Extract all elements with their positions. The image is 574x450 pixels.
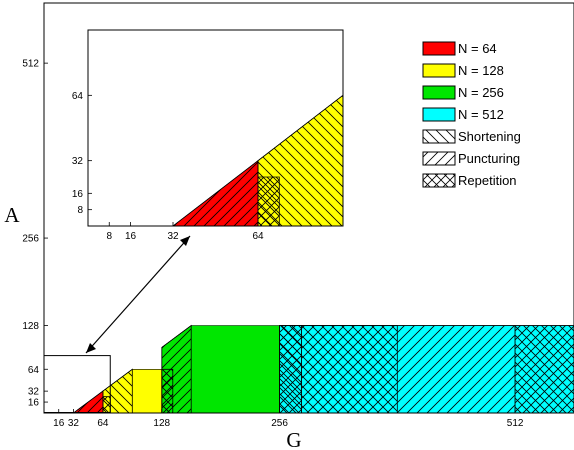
main-x-tick-label-64: 64 xyxy=(97,418,109,429)
legend-swatch-256 xyxy=(422,85,456,100)
inset-y-tick-label-8: 8 xyxy=(77,205,83,216)
main-y-tick-label-512: 512 xyxy=(22,59,39,70)
legend-swatch-repetition xyxy=(422,173,456,188)
legend-swatch-shortening xyxy=(422,129,456,144)
main-y-tick-label-128: 128 xyxy=(22,321,39,332)
inset-pattern-backslash-2 xyxy=(257,94,343,226)
inset-y-tick-label-32: 32 xyxy=(72,156,84,167)
main-x-tick-label-512: 512 xyxy=(507,418,524,429)
legend: N = 64 N = 128 N = 256 N = 512 Shortening Pun… xyxy=(422,41,521,188)
main-pattern-slash-4 xyxy=(161,324,192,413)
main-y-tick-label-16: 16 xyxy=(28,398,40,409)
main-y-tick-label-256: 256 xyxy=(22,234,39,245)
main-x-tick-label-128: 128 xyxy=(153,418,170,429)
legend-label-64: N = 64 xyxy=(458,41,497,56)
x-axis-label: G xyxy=(286,428,301,450)
main-y-tick-label-32: 32 xyxy=(28,387,40,398)
inset-y-tick-label-64: 64 xyxy=(72,91,84,102)
legend-swatch-puncturing xyxy=(422,151,456,166)
legend-swatch-64 xyxy=(422,41,456,56)
legend-swatch-128 xyxy=(422,63,456,78)
legend-label-shortening: Shortening xyxy=(458,129,521,144)
legend-label-256: N = 256 xyxy=(458,85,504,100)
legend-swatch-512 xyxy=(422,107,456,122)
y-axis-label: A xyxy=(4,203,20,227)
main-pattern-backslash-2 xyxy=(102,368,133,413)
main-x-tick-label-32: 32 xyxy=(68,418,80,429)
legend-label-512: N = 512 xyxy=(458,107,504,122)
legend-label-128: N = 128 xyxy=(458,63,504,78)
main-pattern-slash-0 xyxy=(72,390,104,413)
inset-x-tick-label-32: 32 xyxy=(167,231,179,242)
legend-label-puncturing: Puncturing xyxy=(458,151,520,166)
main-x-tick-label-16: 16 xyxy=(53,418,65,429)
main-axes-frame xyxy=(43,2,574,414)
main-y-tick-label-64: 64 xyxy=(28,365,40,376)
inset-x-tick-label-8: 8 xyxy=(106,231,112,242)
legend-label-repetition: Repetition xyxy=(458,173,517,188)
inset-y-tick-label-16: 16 xyxy=(72,189,84,200)
zoom-box xyxy=(43,355,111,414)
main-x-tick-label-256: 256 xyxy=(271,418,288,429)
inset-x-tick-label-64: 64 xyxy=(252,231,264,242)
main-pattern-slash-7 xyxy=(301,325,516,413)
zoom-arrow xyxy=(85,235,191,354)
inset-axes-frame xyxy=(87,29,344,227)
inset-x-tick-label-16: 16 xyxy=(125,231,137,242)
main-pattern-cross-8 xyxy=(514,325,574,413)
